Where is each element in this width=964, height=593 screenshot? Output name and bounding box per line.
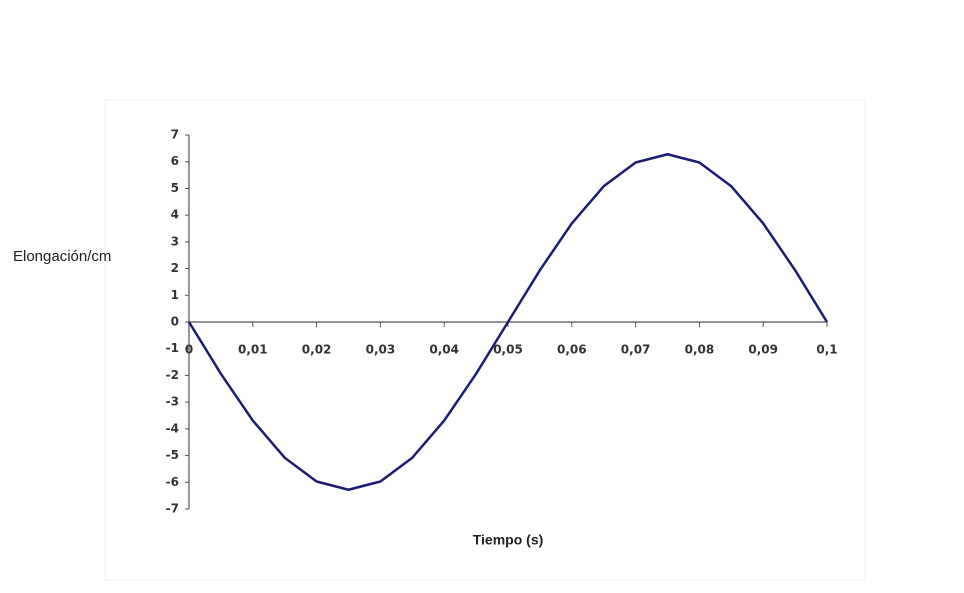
x-tick-label: 0,03 — [366, 343, 396, 357]
x-tick-label: 0,04 — [429, 343, 459, 357]
x-tick-label: 0,01 — [238, 343, 268, 357]
y-tick-label: -7 — [166, 502, 179, 516]
y-axis-label: Elongación/cm — [13, 248, 111, 265]
x-tick-label: 0,06 — [557, 343, 587, 357]
y-tick-label: 5 — [171, 181, 179, 195]
x-tick-label: 0,1 — [816, 343, 837, 357]
y-tick-label: 4 — [171, 208, 179, 222]
plot-frame — [104, 99, 866, 581]
x-tick-label: 0,08 — [685, 343, 715, 357]
y-tick-label: -2 — [166, 368, 179, 382]
y-tick-label: -5 — [166, 448, 179, 462]
y-tick-label: 2 — [171, 261, 179, 275]
data-line — [187, 152, 829, 492]
y-tick-label: 1 — [171, 288, 179, 302]
y-tick-label: 3 — [171, 234, 179, 248]
x-tick-label: 0 — [185, 343, 193, 357]
y-tick-label: -1 — [166, 341, 179, 355]
y-tick-label: 7 — [171, 128, 179, 142]
y-tick-label: 6 — [171, 154, 179, 168]
x-axis-label: Tiempo (s) — [473, 532, 544, 548]
y-tick-label: -3 — [166, 395, 179, 409]
x-tick-label: 0,02 — [302, 343, 332, 357]
x-tick-label: 0,05 — [493, 343, 523, 357]
y-tick-label: -6 — [166, 475, 179, 489]
x-tick-label: 0,09 — [748, 343, 778, 357]
y-tick-label: -4 — [166, 421, 179, 435]
y-tick-label: 0 — [171, 315, 179, 329]
x-tick-label: 0,07 — [621, 343, 651, 357]
